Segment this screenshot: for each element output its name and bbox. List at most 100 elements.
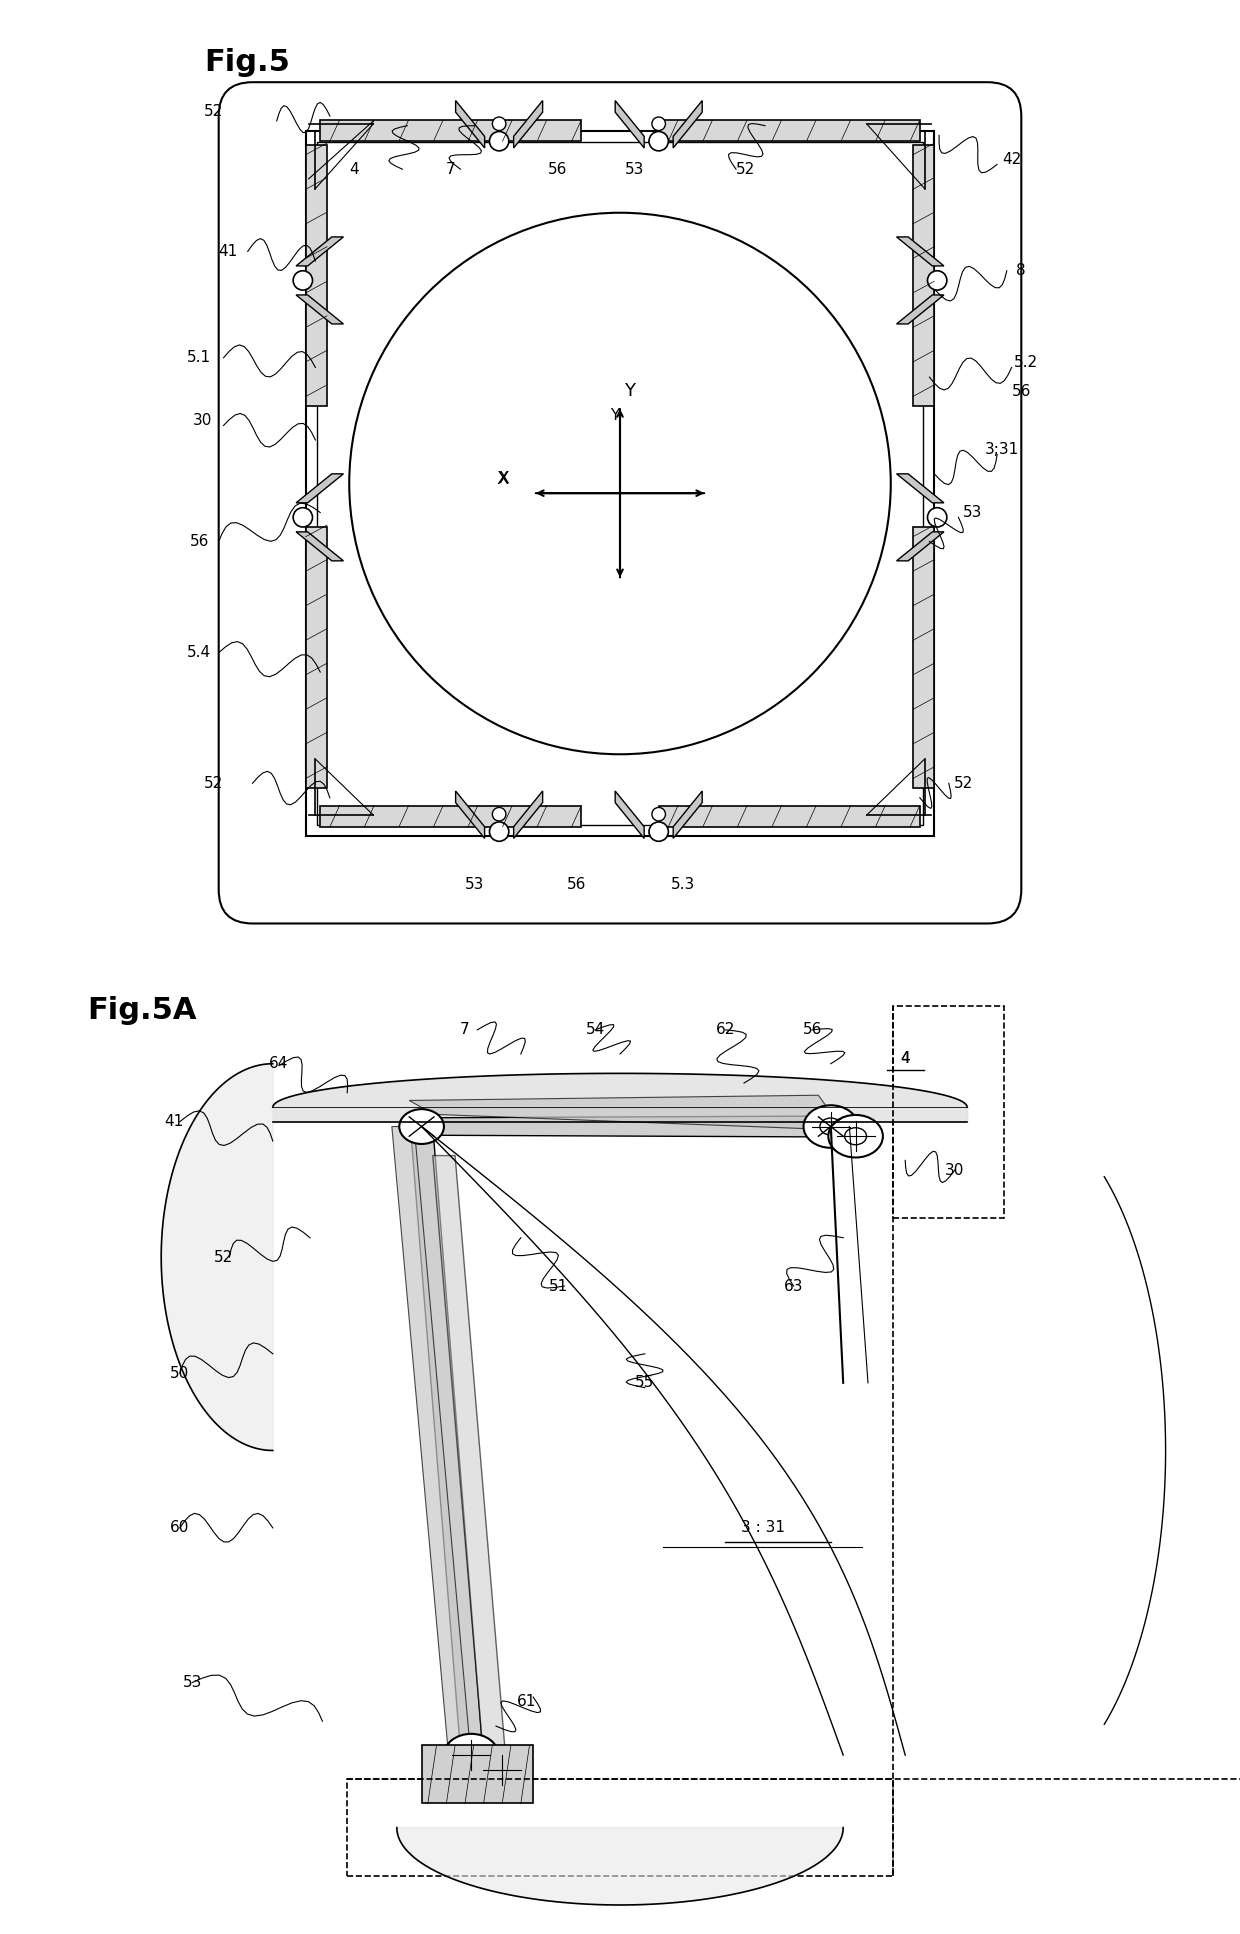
Text: 56: 56 — [1012, 385, 1030, 398]
Polygon shape — [161, 1064, 273, 1450]
Circle shape — [808, 1110, 853, 1143]
Text: 52: 52 — [205, 104, 223, 118]
Text: 53: 53 — [963, 505, 982, 520]
Polygon shape — [296, 532, 343, 561]
Polygon shape — [397, 1828, 843, 1905]
Text: 41: 41 — [164, 1114, 184, 1129]
Text: 55: 55 — [635, 1375, 655, 1391]
Polygon shape — [455, 101, 485, 147]
Text: 50: 50 — [170, 1365, 190, 1381]
Text: Y: Y — [610, 408, 620, 424]
Polygon shape — [615, 101, 644, 147]
Text: 7: 7 — [446, 162, 455, 176]
Circle shape — [820, 1118, 842, 1135]
Circle shape — [399, 1110, 444, 1143]
Circle shape — [492, 116, 506, 132]
Bar — [306, 132, 934, 835]
Circle shape — [649, 132, 668, 151]
Polygon shape — [409, 1116, 843, 1137]
Polygon shape — [433, 1155, 505, 1744]
Polygon shape — [513, 791, 543, 837]
Circle shape — [460, 1746, 482, 1764]
Text: 56: 56 — [547, 162, 567, 176]
Circle shape — [928, 271, 947, 290]
FancyBboxPatch shape — [306, 526, 327, 789]
Text: 56: 56 — [190, 534, 210, 549]
Circle shape — [293, 507, 312, 526]
Bar — [422, 1744, 533, 1802]
Text: 4: 4 — [900, 1052, 910, 1066]
Polygon shape — [897, 294, 944, 323]
Polygon shape — [897, 474, 944, 503]
Text: 30: 30 — [192, 414, 212, 427]
Text: Fig.5: Fig.5 — [205, 48, 290, 77]
Polygon shape — [392, 1126, 470, 1744]
Text: 51: 51 — [548, 1278, 568, 1294]
Text: 5.2: 5.2 — [1014, 356, 1038, 369]
Text: 3 : 31: 3 : 31 — [740, 1520, 785, 1536]
Bar — [347, 1779, 893, 1876]
Text: 60: 60 — [170, 1520, 190, 1536]
FancyBboxPatch shape — [320, 805, 582, 828]
Circle shape — [475, 1748, 529, 1791]
Text: Fig.5A: Fig.5A — [87, 996, 196, 1025]
FancyBboxPatch shape — [913, 526, 934, 789]
Polygon shape — [673, 791, 702, 837]
Polygon shape — [296, 474, 343, 503]
Polygon shape — [897, 236, 944, 267]
Polygon shape — [296, 294, 343, 323]
Polygon shape — [673, 101, 702, 147]
Text: 4: 4 — [350, 162, 358, 176]
Circle shape — [491, 1762, 513, 1777]
Circle shape — [490, 132, 508, 151]
Text: 63: 63 — [784, 1278, 804, 1294]
Circle shape — [492, 806, 506, 822]
Circle shape — [649, 822, 668, 841]
Polygon shape — [897, 532, 944, 561]
Text: Y: Y — [624, 383, 635, 400]
Text: 41: 41 — [218, 244, 238, 259]
Text: 3;31: 3;31 — [985, 443, 1019, 456]
Polygon shape — [409, 1095, 843, 1129]
Text: X: X — [498, 472, 510, 485]
FancyBboxPatch shape — [306, 145, 327, 406]
Text: 30: 30 — [945, 1162, 965, 1178]
Text: 56: 56 — [567, 878, 587, 892]
Text: 5.4: 5.4 — [187, 646, 211, 659]
Polygon shape — [296, 236, 343, 267]
Circle shape — [293, 271, 312, 290]
FancyBboxPatch shape — [913, 145, 934, 406]
Text: 42: 42 — [1002, 153, 1022, 166]
Text: 7: 7 — [460, 1023, 470, 1037]
Text: 52: 52 — [205, 776, 223, 791]
Polygon shape — [615, 791, 644, 837]
Text: 61: 61 — [517, 1694, 537, 1710]
Text: 52: 52 — [954, 776, 973, 791]
Text: 56: 56 — [802, 1023, 822, 1037]
Text: 53: 53 — [182, 1675, 202, 1690]
Text: 53: 53 — [465, 878, 485, 892]
Circle shape — [804, 1106, 858, 1149]
Text: 54: 54 — [585, 1023, 605, 1037]
Bar — [893, 1006, 1004, 1218]
Bar — [317, 141, 923, 824]
Text: X: X — [496, 470, 508, 487]
Text: 5.3: 5.3 — [671, 878, 694, 892]
Circle shape — [828, 1114, 883, 1157]
Text: 52: 52 — [213, 1249, 233, 1265]
Text: 5.1: 5.1 — [187, 350, 211, 366]
Circle shape — [652, 116, 666, 132]
Text: 53: 53 — [625, 162, 645, 176]
Text: 52: 52 — [737, 162, 755, 176]
Text: 4: 4 — [900, 1052, 910, 1066]
Circle shape — [844, 1128, 867, 1145]
FancyBboxPatch shape — [320, 120, 582, 141]
FancyBboxPatch shape — [658, 120, 920, 141]
Polygon shape — [410, 1126, 482, 1744]
Text: 62: 62 — [715, 1023, 735, 1037]
Text: 8: 8 — [1017, 263, 1027, 278]
FancyBboxPatch shape — [658, 805, 920, 828]
Polygon shape — [513, 101, 543, 147]
Circle shape — [444, 1733, 498, 1775]
Text: 64: 64 — [269, 1056, 289, 1071]
